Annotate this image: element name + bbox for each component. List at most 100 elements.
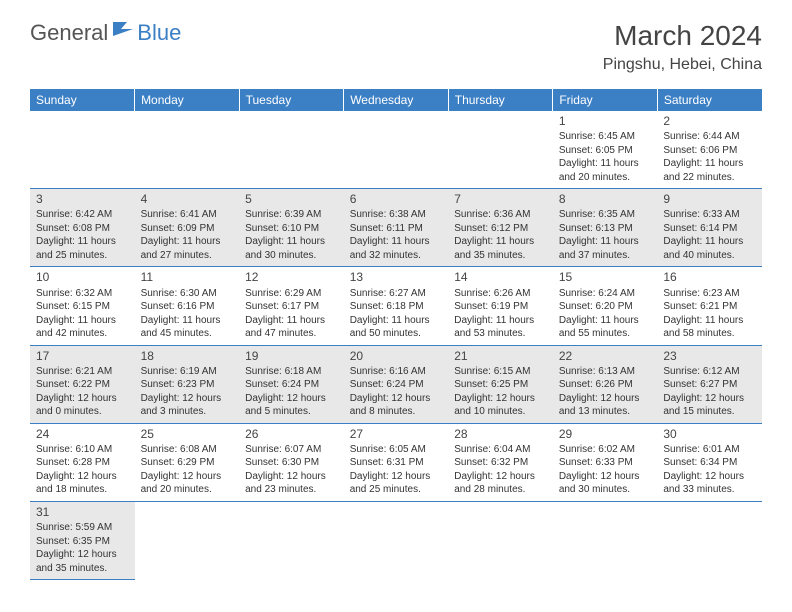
calendar-day-cell: 18Sunrise: 6:19 AMSunset: 6:23 PMDayligh… [135,345,240,423]
calendar-day-cell: 25Sunrise: 6:08 AMSunset: 6:29 PMDayligh… [135,423,240,501]
calendar-day-cell: 11Sunrise: 6:30 AMSunset: 6:16 PMDayligh… [135,267,240,345]
calendar-day-cell: 20Sunrise: 6:16 AMSunset: 6:24 PMDayligh… [344,345,449,423]
calendar-day-cell: 26Sunrise: 6:07 AMSunset: 6:30 PMDayligh… [239,423,344,501]
calendar-empty-cell [344,501,449,579]
day-number: 6 [350,191,443,207]
day-info-line: and 15 minutes. [663,405,756,419]
day-number: 29 [559,426,652,442]
day-info-line: Sunset: 6:15 PM [36,300,129,314]
day-info-line: Daylight: 12 hours [36,470,129,484]
day-info-line: Daylight: 12 hours [36,548,129,562]
day-info-line: Daylight: 11 hours [663,235,756,249]
day-info-line: Sunrise: 6:24 AM [559,287,652,301]
day-number: 27 [350,426,443,442]
day-info-line: Sunrise: 6:21 AM [36,365,129,379]
day-info-line: Daylight: 11 hours [559,235,652,249]
logo-text-blue: Blue [137,20,181,46]
day-number: 18 [141,348,234,364]
day-info-line: Sunrise: 6:07 AM [245,443,338,457]
day-info-line: Sunrise: 6:29 AM [245,287,338,301]
day-info-line: Sunrise: 6:42 AM [36,208,129,222]
weekday-header: Saturday [657,89,762,111]
day-info-line: and 25 minutes. [36,249,129,263]
day-info-line: and 22 minutes. [663,171,756,185]
calendar-body: 1Sunrise: 6:45 AMSunset: 6:05 PMDaylight… [30,111,762,580]
day-info-line: and 20 minutes. [559,171,652,185]
day-info-line: and 42 minutes. [36,327,129,341]
day-info-line: Daylight: 12 hours [350,392,443,406]
day-info-line: Daylight: 12 hours [141,392,234,406]
day-info-line: and 27 minutes. [141,249,234,263]
day-info-line: and 0 minutes. [36,405,129,419]
day-info-line: Sunset: 6:21 PM [663,300,756,314]
day-info-line: and 33 minutes. [663,483,756,497]
day-info-line: Sunset: 6:16 PM [141,300,234,314]
day-info-line: Daylight: 11 hours [350,235,443,249]
day-info-line: Sunset: 6:14 PM [663,222,756,236]
day-info-line: Sunrise: 6:05 AM [350,443,443,457]
calendar-day-cell: 28Sunrise: 6:04 AMSunset: 6:32 PMDayligh… [448,423,553,501]
day-number: 19 [245,348,338,364]
weekday-header: Sunday [30,89,135,111]
calendar-day-cell: 19Sunrise: 6:18 AMSunset: 6:24 PMDayligh… [239,345,344,423]
calendar-day-cell: 2Sunrise: 6:44 AMSunset: 6:06 PMDaylight… [657,111,762,189]
weekday-header: Monday [135,89,240,111]
calendar-empty-cell [135,111,240,189]
calendar-day-cell: 30Sunrise: 6:01 AMSunset: 6:34 PMDayligh… [657,423,762,501]
calendar-week-row: 10Sunrise: 6:32 AMSunset: 6:15 PMDayligh… [30,267,762,345]
calendar-day-cell: 12Sunrise: 6:29 AMSunset: 6:17 PMDayligh… [239,267,344,345]
day-info-line: Sunset: 6:22 PM [36,378,129,392]
day-info-line: Sunset: 6:12 PM [454,222,547,236]
day-info-line: Sunset: 6:34 PM [663,456,756,470]
day-info-line: and 55 minutes. [559,327,652,341]
calendar-empty-cell [657,501,762,579]
calendar-table: SundayMondayTuesdayWednesdayThursdayFrid… [30,89,762,580]
day-number: 28 [454,426,547,442]
day-info-line: and 18 minutes. [36,483,129,497]
day-info-line: Sunset: 6:09 PM [141,222,234,236]
day-number: 2 [663,113,756,129]
day-number: 4 [141,191,234,207]
day-info-line: Sunrise: 6:08 AM [141,443,234,457]
flag-icon [113,22,135,43]
day-info-line: Sunrise: 6:30 AM [141,287,234,301]
day-number: 31 [36,504,129,520]
day-info-line: Sunrise: 5:59 AM [36,521,129,535]
calendar-empty-cell [239,501,344,579]
calendar-empty-cell [448,501,553,579]
day-info-line: Sunset: 6:32 PM [454,456,547,470]
calendar-empty-cell [239,111,344,189]
weekday-header: Tuesday [239,89,344,111]
day-info-line: Sunrise: 6:01 AM [663,443,756,457]
day-info-line: and 13 minutes. [559,405,652,419]
weekday-header: Thursday [448,89,553,111]
weekday-header: Friday [553,89,658,111]
day-info-line: and 30 minutes. [245,249,338,263]
day-info-line: Sunset: 6:17 PM [245,300,338,314]
day-info-line: Daylight: 11 hours [350,314,443,328]
day-info-line: Daylight: 11 hours [245,314,338,328]
calendar-day-cell: 8Sunrise: 6:35 AMSunset: 6:13 PMDaylight… [553,189,658,267]
calendar-day-cell: 14Sunrise: 6:26 AMSunset: 6:19 PMDayligh… [448,267,553,345]
day-info-line: Sunrise: 6:35 AM [559,208,652,222]
calendar-day-cell: 15Sunrise: 6:24 AMSunset: 6:20 PMDayligh… [553,267,658,345]
day-info-line: Daylight: 12 hours [559,470,652,484]
day-info-line: Sunrise: 6:41 AM [141,208,234,222]
day-info-line: and 32 minutes. [350,249,443,263]
day-info-line: Daylight: 12 hours [663,470,756,484]
day-info-line: Sunrise: 6:33 AM [663,208,756,222]
calendar-day-cell: 27Sunrise: 6:05 AMSunset: 6:31 PMDayligh… [344,423,449,501]
day-info-line: Sunset: 6:10 PM [245,222,338,236]
day-info-line: Sunset: 6:19 PM [454,300,547,314]
day-info-line: Sunset: 6:20 PM [559,300,652,314]
day-info-line: and 47 minutes. [245,327,338,341]
day-number: 22 [559,348,652,364]
calendar-day-cell: 5Sunrise: 6:39 AMSunset: 6:10 PMDaylight… [239,189,344,267]
calendar-day-cell: 24Sunrise: 6:10 AMSunset: 6:28 PMDayligh… [30,423,135,501]
day-info-line: and 58 minutes. [663,327,756,341]
day-info-line: Daylight: 12 hours [454,392,547,406]
calendar-week-row: 24Sunrise: 6:10 AMSunset: 6:28 PMDayligh… [30,423,762,501]
day-info-line: and 25 minutes. [350,483,443,497]
day-info-line: Sunrise: 6:44 AM [663,130,756,144]
day-info-line: Daylight: 12 hours [141,470,234,484]
